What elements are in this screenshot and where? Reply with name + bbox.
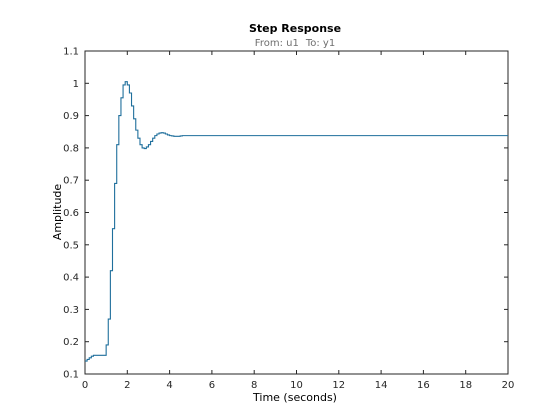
y-tick-label: 0.8	[63, 143, 79, 154]
y-tick-label: 1	[73, 79, 79, 90]
x-tick-label: 16	[417, 380, 430, 391]
step-response-series-line	[85, 81, 508, 362]
x-tick-label: 20	[502, 380, 515, 391]
y-axis: 0.1 0.2 0.3 0.4 0.5 0.6 0.7 0.8 0.9 1 1.1	[63, 47, 508, 381]
x-axis: 0 2 4 6 8 10 12 14 16 18 20	[82, 51, 515, 391]
y-tick-label: 0.7	[63, 176, 79, 187]
y-tick-label: 0.3	[63, 305, 79, 316]
subtitle-from: From: u1	[255, 38, 299, 49]
plot-axes-box	[84, 50, 509, 375]
x-tick-label: 6	[209, 380, 215, 391]
x-tick-label: 18	[459, 380, 472, 391]
x-tick-label: 14	[375, 380, 388, 391]
x-tick-label: 10	[290, 380, 303, 391]
x-tick-label: 4	[166, 380, 172, 391]
x-tick-label: 8	[251, 380, 257, 391]
chart-title: Step Response	[249, 22, 341, 35]
y-tick-label: 1.1	[63, 47, 79, 58]
y-tick-label: 0.4	[63, 273, 79, 284]
y-tick-label: 0.1	[63, 370, 79, 381]
x-tick-label: 0	[82, 380, 88, 391]
y-axis-label: Amplitude	[51, 184, 64, 241]
y-tick-label: 0.2	[63, 337, 79, 348]
y-tick-label: 0.9	[63, 111, 79, 122]
chart-subtitle: From: u1 To: y1	[255, 38, 335, 49]
x-tick-label: 2	[124, 380, 130, 391]
y-tick-label: 0.6	[63, 208, 79, 219]
x-axis-label: Time (seconds)	[252, 391, 337, 404]
y-tick-label: 0.5	[63, 240, 79, 251]
x-tick-label: 12	[332, 380, 345, 391]
subtitle-to: To: y1	[305, 38, 335, 49]
